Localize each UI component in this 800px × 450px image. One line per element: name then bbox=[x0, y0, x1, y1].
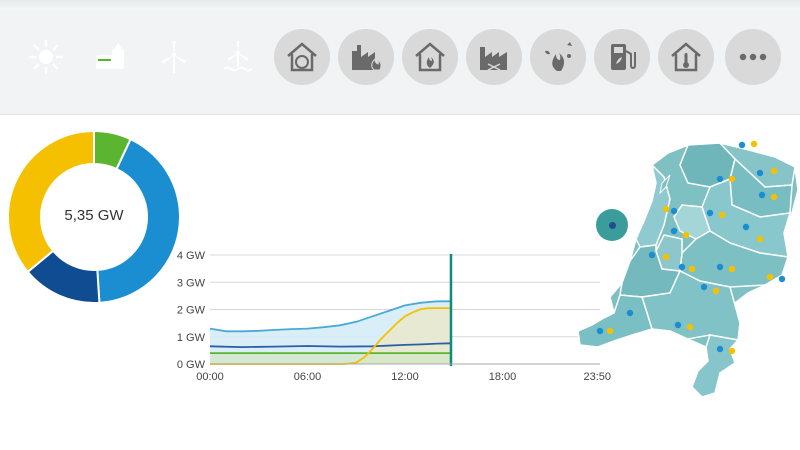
map-plant-dot[interactable] bbox=[778, 275, 786, 283]
chart-x-tick-label: 12:00 bbox=[391, 371, 419, 383]
map-plant-dot[interactable] bbox=[756, 235, 764, 243]
map-plant-dot[interactable] bbox=[770, 167, 778, 175]
house-thermometer-icon bbox=[671, 42, 701, 72]
chart-x-tick-label: 06:00 bbox=[294, 371, 322, 383]
map-plant-dot[interactable] bbox=[606, 327, 614, 335]
map-plant-dot[interactable] bbox=[706, 209, 714, 217]
series-solar-area bbox=[210, 308, 451, 364]
donut-segment-wind[interactable] bbox=[96, 137, 180, 303]
sun-icon bbox=[28, 39, 64, 75]
map-plant-dot[interactable] bbox=[670, 207, 678, 215]
map-plant-dot[interactable] bbox=[770, 193, 778, 201]
map-plant-dot[interactable] bbox=[682, 231, 690, 239]
map-plant-dot[interactable] bbox=[756, 169, 764, 177]
map-plant-dot[interactable] bbox=[750, 140, 758, 148]
more-button[interactable] bbox=[725, 29, 781, 85]
donut-segment-solar[interactable] bbox=[8, 131, 95, 274]
series-offshore-wind-line bbox=[209, 342, 451, 349]
map-plant-dot[interactable] bbox=[662, 205, 670, 213]
map-zeeland bbox=[577, 294, 653, 348]
house-fire-icon bbox=[415, 42, 445, 72]
chart-y-tick-label: 3 GW bbox=[177, 277, 206, 289]
series-biomass-area bbox=[210, 353, 451, 364]
waste-fire-icon bbox=[545, 42, 572, 71]
map-plant-dot[interactable] bbox=[700, 283, 708, 291]
chart-x-tick-label: 00:00 bbox=[196, 371, 224, 383]
map-plant-dot[interactable] bbox=[674, 321, 682, 329]
map-plant-dot[interactable] bbox=[716, 175, 724, 183]
solar-button[interactable] bbox=[18, 29, 74, 85]
fuel-pump-icon bbox=[611, 44, 636, 70]
waste-button[interactable] bbox=[530, 29, 586, 85]
total-production-donut[interactable] bbox=[8, 131, 180, 303]
offshore-wind-icon bbox=[223, 41, 253, 72]
map-plant-dot[interactable] bbox=[738, 141, 746, 149]
chart-y-tick-label: 2 GW bbox=[177, 305, 206, 317]
series-total-line bbox=[209, 300, 451, 333]
chart-y-tick-label: 0 GW bbox=[177, 359, 206, 371]
map-plant-dot[interactable] bbox=[678, 263, 686, 271]
house-heating-icon bbox=[287, 42, 317, 72]
map-plant-dot[interactable] bbox=[688, 265, 696, 273]
biomass-button[interactable] bbox=[82, 29, 138, 85]
map-plant-dot[interactable] bbox=[626, 309, 634, 317]
chart-x-tick-label: 18:00 bbox=[489, 371, 517, 383]
chart-y-tick-label: 4 GW bbox=[177, 250, 206, 262]
map-plant-dot[interactable] bbox=[648, 251, 656, 259]
map-location-marker[interactable] bbox=[596, 209, 628, 241]
map-plant-dot[interactable] bbox=[596, 327, 604, 335]
map-plant-dot[interactable] bbox=[716, 263, 724, 271]
factory-icon bbox=[480, 47, 507, 71]
map-plant-dot[interactable] bbox=[670, 227, 678, 235]
more-icon bbox=[739, 53, 767, 61]
built-environment-button[interactable] bbox=[658, 29, 714, 85]
netherlands-map[interactable] bbox=[570, 135, 800, 400]
map-plant-dot[interactable] bbox=[728, 265, 736, 273]
heat-pump-button[interactable] bbox=[274, 29, 330, 85]
map-plant-dot[interactable] bbox=[728, 347, 736, 355]
factory-fire-icon bbox=[352, 45, 382, 71]
house-fire-button[interactable] bbox=[402, 29, 458, 85]
wind-button[interactable] bbox=[146, 29, 202, 85]
map-plant-dot[interactable] bbox=[686, 323, 694, 331]
map-plant-dot[interactable] bbox=[662, 253, 670, 261]
top-shadow-bar bbox=[0, 0, 800, 10]
transport-button[interactable] bbox=[594, 29, 650, 85]
map-wadden-island bbox=[659, 174, 671, 195]
series-solar-line bbox=[210, 307, 451, 365]
chart-y-tick-label: 1 GW bbox=[177, 332, 206, 344]
industry-button[interactable] bbox=[466, 29, 522, 85]
map-plant-dot[interactable] bbox=[758, 191, 766, 199]
map-plant-dot[interactable] bbox=[728, 175, 736, 183]
map-plant-dot[interactable] bbox=[742, 223, 750, 231]
biomass-icon bbox=[96, 43, 124, 69]
energy-source-toolbar bbox=[0, 10, 800, 115]
map-plant-dot[interactable] bbox=[712, 287, 720, 295]
map-plant-dot[interactable] bbox=[716, 345, 724, 353]
offshore-wind-button[interactable] bbox=[210, 29, 266, 85]
map-plant-dot[interactable] bbox=[766, 273, 774, 281]
map-plant-dot[interactable] bbox=[718, 211, 726, 219]
chart-x-tick-label: 23:50 bbox=[583, 371, 611, 383]
total-production-label: 5,35 GW bbox=[64, 207, 124, 224]
wind-turbine-icon bbox=[162, 41, 186, 73]
industry-fire-button[interactable] bbox=[338, 29, 394, 85]
map-limburg bbox=[691, 334, 740, 398]
